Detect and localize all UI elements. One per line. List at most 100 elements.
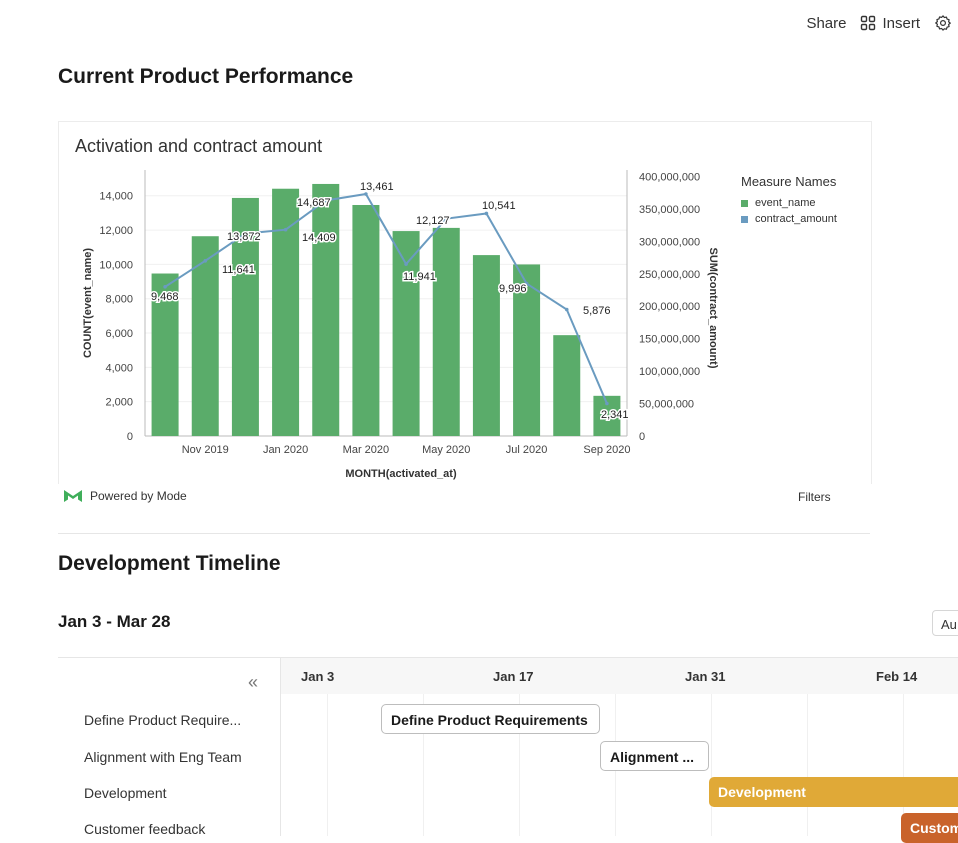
page-section-title-timeline: Development Timeline — [58, 552, 281, 575]
bar-feb-2020 — [312, 183, 340, 436]
contract-amount-line — [164, 192, 608, 404]
bar-data-label: 11,641 — [222, 264, 255, 276]
task-bar-customer-feedback[interactable]: Custom — [901, 813, 958, 843]
task-label[interactable]: Alignment with Eng Team — [84, 749, 242, 765]
legend-item-event-name[interactable]: event_name — [741, 195, 837, 211]
line-point-11 — [605, 401, 609, 406]
line-point-9 — [524, 281, 529, 286]
bar-jun-2020 — [472, 255, 500, 436]
y-tick-label: 14,000 — [99, 191, 133, 203]
y-tick-label: 6,000 — [105, 328, 133, 340]
bar-data-label: 14,687 — [297, 197, 331, 209]
grid-line — [327, 694, 328, 836]
timeline-grid: Jan 3 Jan 17 Jan 31 Feb 14 Define Produc… — [281, 657, 958, 843]
grid-line — [807, 694, 808, 836]
x-tick-label: Jan 2020 — [263, 444, 308, 456]
filters-button[interactable]: Filters — [798, 490, 831, 504]
y2-tick-label: 150,000,000 — [639, 334, 700, 346]
y-tick-label: 8,000 — [105, 294, 133, 306]
y2-tick-label: 200,000,000 — [639, 301, 700, 313]
y-axis-title: COUNT(event_name) — [82, 248, 94, 358]
y2-tick-label: 300,000,000 — [639, 236, 700, 248]
x-axis-title: MONTH(activated_at) — [345, 468, 457, 480]
y-tick-label: 0 — [127, 431, 133, 443]
legend-swatch — [741, 215, 748, 223]
line-point-1 — [203, 259, 208, 263]
top-toolbar: Share Insert — [806, 14, 952, 32]
line-point-0 — [163, 284, 167, 289]
mode-logo-icon — [64, 490, 82, 502]
date-label: Feb 14 — [876, 669, 918, 684]
bar-data-label: 10,541 — [482, 200, 516, 212]
chart-title: Activation and contract amount — [75, 136, 323, 156]
chart-card: Activation and contract amount 0 2,000 4,0… — [58, 121, 872, 484]
x-tick-label: Jul 2020 — [506, 444, 548, 456]
y2-tick-label: 0 — [639, 431, 645, 443]
y-tick-label: 2,000 — [105, 397, 133, 409]
bar-nov-2019 — [191, 236, 219, 436]
date-label: Jan 31 — [685, 669, 726, 684]
bar-aug-2020 — [553, 335, 581, 436]
powered-by-mode[interactable]: Powered by Mode — [64, 489, 187, 503]
task-bar-define-product-requirements[interactable]: Define Product Requirements — [381, 704, 600, 734]
bar-oct-2019 — [151, 273, 179, 436]
bar-data-label: 12,127 — [416, 215, 450, 227]
y-tick-label: 10,000 — [99, 259, 133, 271]
line-point-3 — [283, 227, 288, 232]
line-point-8 — [484, 211, 489, 216]
bar-apr-2020 — [392, 231, 420, 436]
bar-may-2020 — [432, 227, 460, 436]
task-bar-alignment-with-eng-team[interactable]: Alignment ... — [600, 741, 709, 771]
legend-label: event_name — [755, 197, 816, 209]
grid-line — [711, 694, 712, 836]
bar-data-label: 13,872 — [227, 231, 261, 243]
line-point-2 — [243, 231, 248, 236]
bar-data-label: 2,341 — [601, 409, 629, 421]
chart-legend: Measure Names event_name contract_amount — [741, 174, 837, 227]
y2-tick-label: 250,000,000 — [639, 269, 700, 281]
gantt-timeline: « Define Product Require... Alignment wi… — [58, 657, 958, 843]
grid-line — [519, 694, 520, 836]
y2-tick-label: 350,000,000 — [639, 204, 700, 216]
date-label: Jan 3 — [301, 669, 335, 684]
task-bar-development[interactable]: Development — [709, 777, 958, 807]
bar-dec-2019 — [231, 197, 259, 436]
line-point-10 — [564, 307, 569, 312]
y2-tick-label: 50,000,000 — [639, 399, 694, 411]
line-point-5 — [364, 192, 368, 196]
settings-button[interactable] — [934, 14, 952, 32]
insert-button[interactable]: Insert — [860, 15, 920, 32]
bar-jul-2020 — [513, 264, 541, 436]
task-label[interactable]: Customer feedback — [84, 821, 206, 837]
bar-data-label: 11,941 — [403, 271, 436, 283]
line-point-7 — [444, 216, 449, 221]
y2-tick-label: 400,000,000 — [639, 171, 700, 183]
task-label[interactable]: Development — [84, 785, 167, 801]
bar-jan-2020 — [272, 188, 300, 436]
powered-by-label: Powered by Mode — [90, 489, 187, 503]
line-point-6 — [404, 262, 408, 266]
date-label: Jan 17 — [493, 669, 534, 684]
grid-line — [423, 694, 424, 836]
legend-swatch — [741, 199, 748, 207]
bar-data-label: 5,876 — [583, 305, 611, 317]
share-button[interactable]: Share — [806, 14, 847, 32]
page-section-title-performance: Current Product Performance — [58, 65, 354, 88]
line-point-4 — [323, 198, 328, 203]
y-tick-label: 4,000 — [105, 362, 133, 374]
task-label[interactable]: Define Product Require... — [84, 712, 242, 728]
bar-data-label: 9,468 — [151, 291, 179, 303]
bar-data-label: 13,461 — [360, 181, 394, 193]
x-tick-label: Mar 2020 — [343, 444, 389, 456]
legend-item-contract-amount[interactable]: contract_amount — [741, 211, 837, 227]
bar-data-label: 9,996 — [499, 283, 527, 295]
bar-mar-2020 — [352, 204, 380, 436]
x-tick-label: Nov 2019 — [182, 444, 229, 456]
auto-zoom-button[interactable]: Au — [932, 610, 958, 636]
collapse-sidebar-icon[interactable]: « — [248, 672, 259, 692]
combo-chart: 0 2,000 4,000 6,000 8,000 10,000 12,000 14,000 0… — [82, 170, 719, 480]
grid-line — [903, 694, 904, 836]
section-divider — [58, 533, 870, 534]
timeline-date-header: Jan 3 Jan 17 Jan 31 Feb 14 — [281, 658, 958, 694]
task-list: « Define Product Require... Alignment wi… — [58, 657, 281, 837]
